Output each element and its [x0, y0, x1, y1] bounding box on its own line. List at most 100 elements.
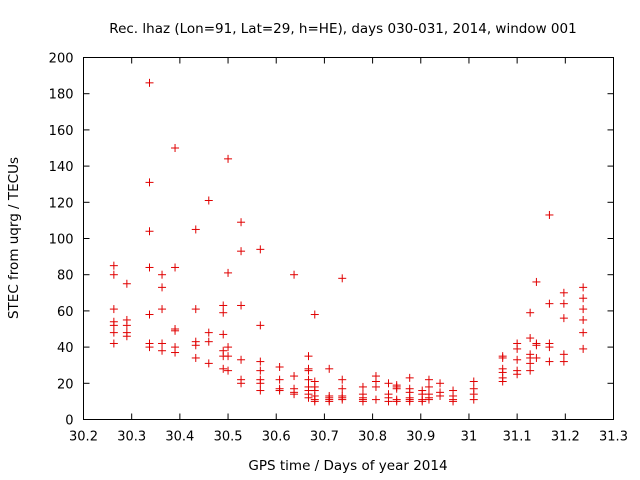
- data-point: [469, 395, 478, 404]
- data-point: [275, 386, 284, 395]
- data-point: [436, 379, 445, 388]
- y-tick-label: 80: [57, 269, 74, 284]
- data-point: [526, 366, 535, 375]
- data-point: [526, 308, 535, 317]
- data-point: [405, 397, 414, 406]
- data-point: [237, 247, 246, 256]
- y-tick-label: 20: [57, 377, 74, 392]
- data-point: [436, 391, 445, 400]
- data-point: [392, 397, 401, 406]
- data-point: [290, 372, 299, 381]
- data-point: [424, 375, 433, 384]
- x-tick-label: 30.2: [69, 430, 98, 445]
- data-points: [109, 78, 588, 406]
- data-point: [256, 357, 265, 366]
- data-point: [224, 343, 233, 352]
- data-point: [219, 308, 228, 317]
- data-point: [513, 370, 522, 379]
- x-tick-label: 31.2: [551, 430, 580, 445]
- data-point: [545, 357, 554, 366]
- data-point: [545, 343, 554, 352]
- data-point: [158, 305, 167, 314]
- data-point: [579, 344, 588, 353]
- data-point: [290, 270, 299, 279]
- data-point: [256, 379, 265, 388]
- data-point: [145, 343, 154, 352]
- x-tick-label: 30.3: [117, 430, 146, 445]
- data-point: [256, 366, 265, 375]
- data-point: [424, 395, 433, 404]
- data-point: [526, 334, 535, 343]
- data-point: [532, 277, 541, 286]
- y-tick-label: 60: [57, 305, 74, 320]
- data-point: [371, 382, 380, 391]
- data-point: [224, 154, 233, 163]
- data-point: [338, 274, 347, 283]
- data-point: [109, 270, 118, 279]
- data-point: [224, 366, 233, 375]
- data-point: [384, 397, 393, 406]
- x-tick-label: 31.3: [599, 430, 628, 445]
- data-point: [109, 321, 118, 330]
- data-point: [559, 288, 568, 297]
- data-point: [109, 261, 118, 270]
- data-point: [526, 359, 535, 368]
- data-point: [579, 305, 588, 314]
- data-point: [237, 379, 246, 388]
- data-point: [204, 328, 213, 337]
- data-point: [384, 379, 393, 388]
- x-tick-label: 30.4: [165, 430, 194, 445]
- data-point: [191, 353, 200, 362]
- data-point: [122, 279, 131, 288]
- data-point: [424, 382, 433, 391]
- data-point: [371, 395, 380, 404]
- data-point: [310, 397, 319, 406]
- data-point: [338, 395, 347, 404]
- data-point: [310, 310, 319, 319]
- data-point: [171, 348, 180, 357]
- y-tick-label: 40: [57, 341, 74, 356]
- data-point: [122, 321, 131, 330]
- data-point: [224, 268, 233, 277]
- data-point: [256, 321, 265, 330]
- y-tick-label: 160: [49, 124, 74, 139]
- data-point: [204, 196, 213, 205]
- data-point: [145, 310, 154, 319]
- data-point: [158, 283, 167, 292]
- data-point: [224, 352, 233, 361]
- data-point: [579, 315, 588, 324]
- data-point: [498, 353, 507, 362]
- data-point: [171, 263, 180, 272]
- data-point: [204, 337, 213, 346]
- data-point: [237, 355, 246, 364]
- data-point: [579, 294, 588, 303]
- data-point: [122, 332, 131, 341]
- data-point: [559, 299, 568, 308]
- data-point: [449, 397, 458, 406]
- data-point: [219, 301, 228, 310]
- plot-frame: [83, 57, 614, 420]
- data-point: [275, 375, 284, 384]
- data-point: [579, 328, 588, 337]
- data-point: [109, 328, 118, 337]
- data-point: [559, 350, 568, 359]
- data-point: [191, 305, 200, 314]
- x-axis: 30.2 30.3 30.4 30.5 30.6 30.7 30.8 30.9 31 31.1 31…: [69, 57, 628, 445]
- data-point: [219, 330, 228, 339]
- data-point: [219, 364, 228, 373]
- data-point: [545, 299, 554, 308]
- data-point: [545, 210, 554, 219]
- data-point: [304, 352, 313, 361]
- y-axis: 0 20 40 60 80 100 120 140 160 180 200: [49, 52, 614, 429]
- y-axis-label: STEC from uqrg / TECUs: [6, 157, 22, 319]
- x-axis-label: GPS time / Days of year 2014: [248, 458, 447, 474]
- data-point: [237, 218, 246, 227]
- data-point: [237, 301, 246, 310]
- data-point: [256, 245, 265, 254]
- data-point: [513, 344, 522, 353]
- y-tick-label: 140: [49, 160, 74, 175]
- y-tick-label: 120: [49, 196, 74, 211]
- data-point: [498, 377, 507, 386]
- data-point: [158, 270, 167, 279]
